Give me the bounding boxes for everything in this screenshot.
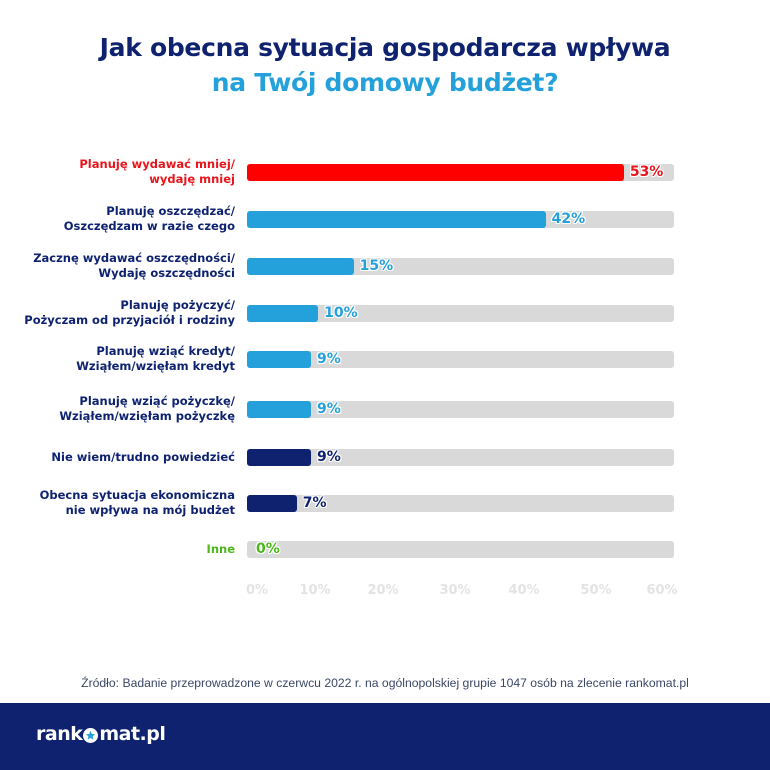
data-label: 53% [629, 163, 664, 180]
bar-track: 9% [247, 448, 674, 466]
data-label: 9% [316, 350, 341, 367]
bar [247, 163, 624, 181]
x-tick-label: 20% [367, 583, 399, 598]
logo-text-right: mat.pl [99, 723, 166, 745]
bar [247, 400, 311, 418]
bar-track: 7% [247, 494, 674, 512]
category-label-line: Planuję wydawać mniej/ [79, 157, 235, 171]
category-label-line: Obecna sytuacja ekonomiczna [39, 488, 235, 502]
category-label: Zacznę wydawać oszczędności/Wydaję oszcz… [33, 251, 235, 281]
bar-track: 9% [247, 400, 674, 418]
category-label-line: Wydaję oszczędności [98, 266, 235, 280]
bar [247, 494, 297, 512]
source-note: Źródło: Badanie przeprowadzone w czerwcu… [81, 676, 689, 690]
data-label: 0% [256, 540, 280, 557]
bar [247, 350, 311, 368]
category-label-line: nie wpływa na mój budżet [65, 503, 235, 517]
bar [247, 304, 319, 322]
bar-chart: Planuję wydawać mniej/wydaję mniej 53% Pla… [24, 157, 678, 598]
chart-title-line1: Jak obecna sytuacja gospodarcza wpływa [99, 33, 671, 62]
category-label-line: Pożyczam od przyjaciół i rodziny [24, 313, 235, 327]
x-tick-label: 10% [299, 583, 331, 598]
category-label-line: Wziąłem/wzięłam kredyt [76, 359, 235, 373]
category-label-line: Planuję wziąć kredyt/ [96, 344, 235, 358]
footer-bar: rank mat.pl [0, 703, 770, 770]
data-label: 9% [316, 400, 341, 417]
x-tick-label: 30% [439, 583, 471, 598]
category-label-line: Inne [206, 541, 235, 556]
category-label-line: Planuję oszczędzać/ [106, 204, 235, 218]
logo-text-left: rank [36, 723, 83, 745]
x-tick-label: 0% [245, 583, 269, 598]
x-tick-label: 50% [580, 583, 612, 598]
category-label: Nie wiem/trudno powiedzieć [51, 450, 235, 465]
category-label: Planuję wziąć pożyczkę/Wziąłem/wzięłam p… [59, 394, 235, 424]
bar [247, 448, 311, 466]
rankomat-logo[interactable]: rank mat.pl [36, 723, 166, 745]
bar [247, 210, 546, 228]
chart-title-line2: na Twój domowy budżet? [211, 68, 559, 97]
category-label: Planuję wydawać mniej/wydaję mniej [79, 157, 235, 187]
data-label: 10% [324, 304, 358, 321]
category-label-line: Planuję wziąć pożyczkę/ [79, 394, 235, 408]
data-label: 15% [359, 257, 394, 274]
category-label-line: Wziąłem/wzięłam pożyczkę [59, 409, 235, 423]
category-label: Planuję wziąć kredyt/Wziąłem/wzięłam kre… [76, 344, 235, 374]
category-label: Planuję pożyczyć/Pożyczam od przyjaciół … [24, 298, 235, 328]
category-label: Inne [207, 542, 235, 557]
category-label-line: Planuję pożyczyć/ [120, 298, 235, 312]
bar [247, 257, 354, 275]
bar-track: 9% [247, 350, 674, 368]
data-label: 42% [551, 210, 586, 227]
category-label-line: Nie wiem/trudno powiedzieć [51, 449, 235, 464]
bar-track: 42% [247, 210, 674, 228]
bar-track: 10% [247, 304, 674, 322]
category-label: Planuję oszczędzać/Oszczędzam w razie cz… [64, 204, 235, 234]
x-tick-label: 40% [508, 583, 540, 598]
bar-track: 0% [247, 540, 674, 558]
data-label: 9% [316, 448, 341, 465]
x-tick-label: 60% [646, 583, 678, 598]
data-label: 7% [302, 494, 327, 511]
category-label: Obecna sytuacja ekonomiczna nie wpływa na… [40, 488, 235, 518]
category-label-line: wydaję mniej [149, 172, 235, 186]
star-icon [83, 727, 99, 743]
category-label-line: Zacznę wydawać oszczędności/ [33, 251, 235, 265]
bar-track: 15% [247, 257, 674, 275]
category-label-line: Oszczędzam w razie czego [63, 219, 235, 233]
bar-track: 53% [247, 163, 674, 181]
